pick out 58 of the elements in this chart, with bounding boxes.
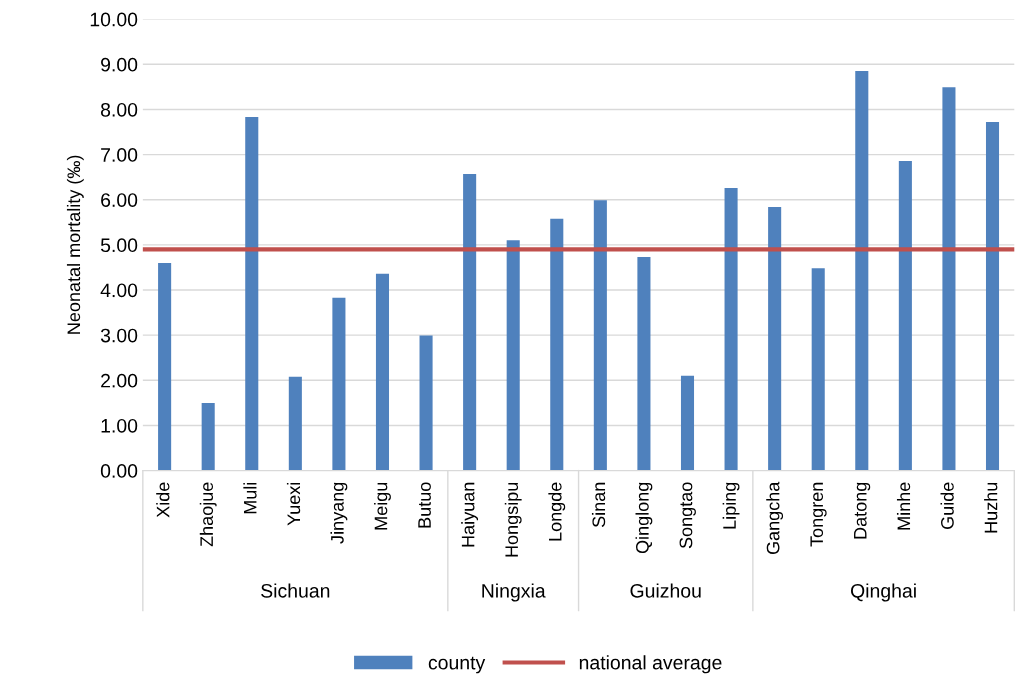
x-tick-label: Haiyuan — [461, 482, 479, 547]
text: Guizhou — [630, 583, 701, 598]
bar — [855, 71, 869, 471]
x-tick-label: Hongsipu — [504, 482, 522, 557]
x-tick-label: Zhaojue — [199, 482, 217, 547]
y-tick-label: 5.00 — [100, 238, 138, 253]
text: Ningxia — [482, 583, 546, 602]
y-tick-label: 3.00 — [100, 328, 138, 343]
bar — [288, 376, 302, 471]
bar — [724, 187, 738, 471]
bar — [550, 218, 564, 471]
x-tick-label: Yuexi — [286, 482, 301, 526]
x-tick-label: Datong — [854, 482, 871, 539]
bar — [637, 257, 651, 471]
x-tick-label: Gangcha — [766, 481, 784, 555]
bar — [245, 117, 259, 471]
x-tick-label: Muli — [243, 482, 257, 514]
bar — [985, 122, 1000, 471]
bar — [463, 174, 477, 471]
text: Qinghai — [850, 583, 916, 602]
x-tick-label: Liping — [722, 482, 740, 529]
x-tick-label: Huzhu — [984, 482, 998, 533]
bar — [419, 335, 433, 471]
y-tick-label: 6.00 — [101, 193, 138, 207]
bar — [332, 297, 346, 471]
x-tick-label: Sinan — [591, 482, 606, 528]
legend-label: county — [428, 656, 486, 674]
x-tick-label: Butuo — [418, 482, 431, 528]
bar — [201, 402, 215, 471]
text: Sichuan — [261, 583, 330, 598]
y-tick-label: 0.00 — [100, 464, 138, 478]
x-tick-label: Songtao — [679, 482, 696, 549]
bar — [898, 160, 912, 471]
y-tick-label: 10.00 — [90, 12, 138, 27]
legend-label: national average — [579, 655, 722, 674]
y-tick-label: 7.00 — [101, 148, 138, 162]
x-tick-label: Xide — [156, 482, 170, 518]
bar — [942, 87, 956, 471]
bar — [680, 375, 695, 471]
x-tick-label: Meigu — [374, 482, 391, 530]
y-tick-label: 4.00 — [100, 283, 138, 298]
y-tick-label: 1.00 — [101, 418, 138, 433]
x-tick-label: Qinglong — [635, 482, 653, 554]
bar — [506, 240, 520, 471]
y-tick-label: 2.00 — [101, 373, 138, 388]
bar — [811, 268, 825, 471]
bar — [158, 262, 172, 471]
bar — [768, 206, 782, 471]
x-tick-label: Tongren — [810, 482, 827, 547]
bar — [375, 273, 390, 471]
bar — [593, 200, 607, 471]
y-axis-title: Neonatal mortality (‰) — [66, 155, 84, 334]
x-tick-label: Guide — [940, 482, 954, 529]
x-tick-label: Minhe — [896, 482, 911, 530]
y-tick-label: 9.00 — [101, 57, 138, 72]
y-tick-label: 8.00 — [100, 102, 138, 117]
x-tick-label: Longde — [548, 482, 566, 541]
x-tick-label: Jinyang — [330, 482, 348, 544]
